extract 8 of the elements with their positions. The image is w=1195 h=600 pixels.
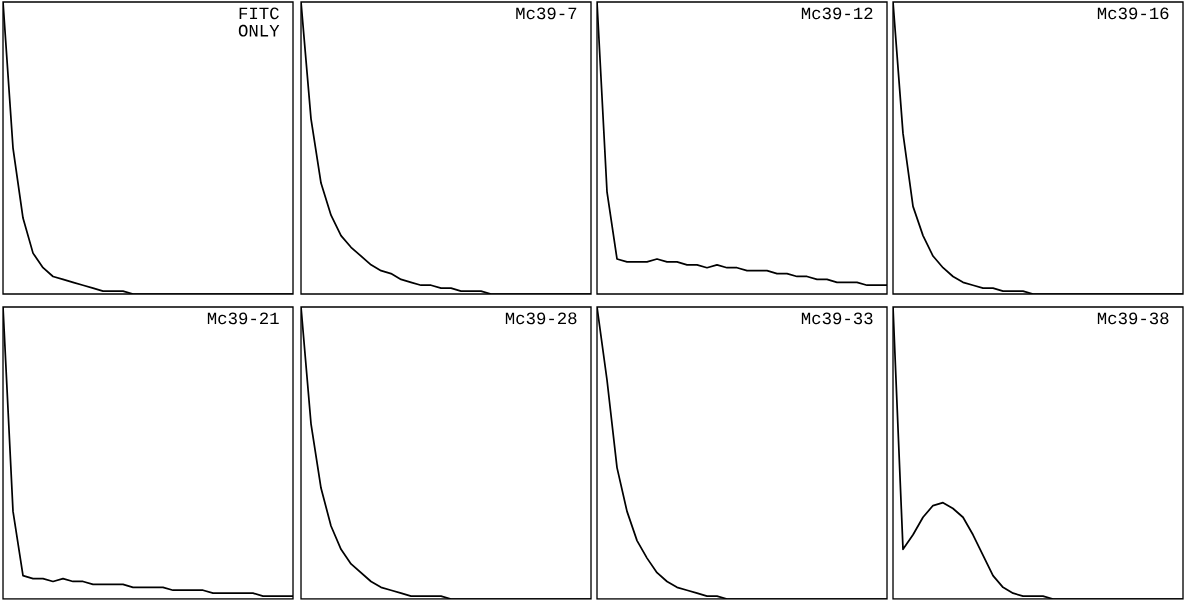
- chart-title: Mc39-16: [1097, 7, 1169, 20]
- chart-title: Mc39-33: [801, 312, 873, 325]
- chart-title: Mc39-12: [801, 7, 873, 20]
- chart-title: Mc39-7: [516, 7, 577, 20]
- chart-title: Mc39-28: [505, 312, 577, 325]
- chart-title: Mc39-38: [1097, 312, 1169, 325]
- text: FITC ONLY: [238, 7, 280, 37]
- chart-title: Mc39-21: [207, 312, 279, 325]
